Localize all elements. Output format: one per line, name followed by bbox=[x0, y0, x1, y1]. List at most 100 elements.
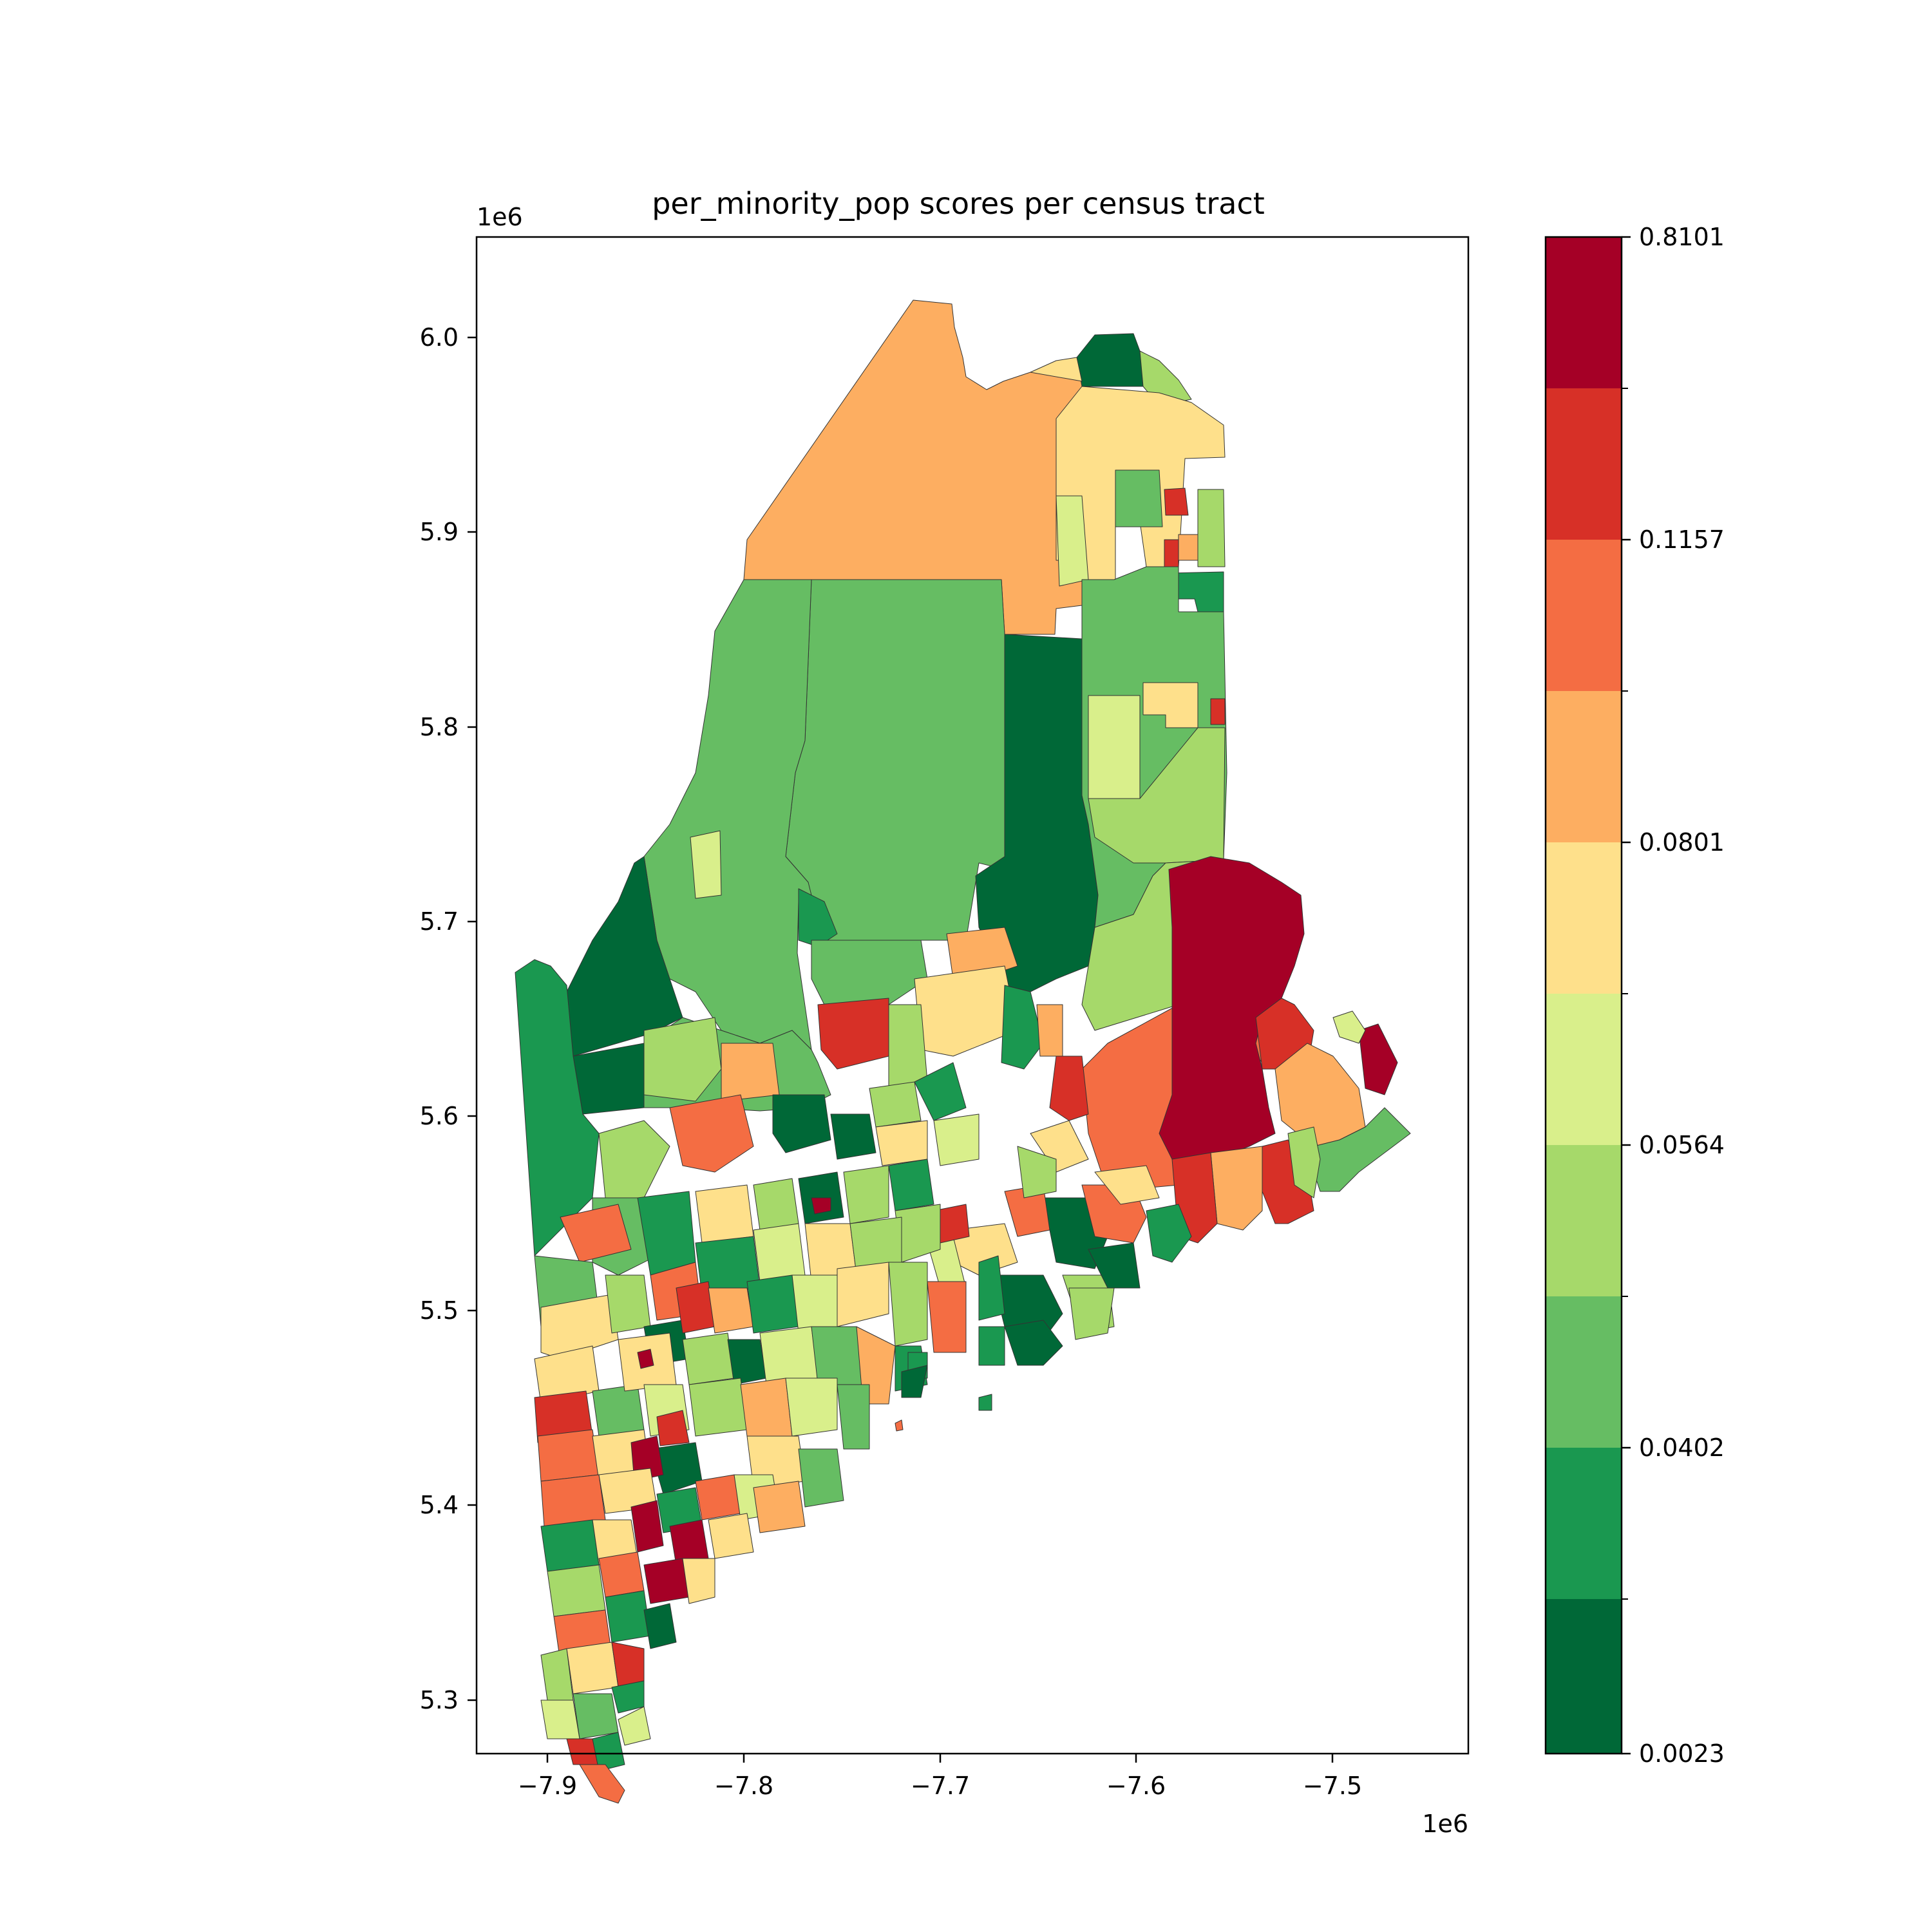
tract-west-edge bbox=[515, 959, 600, 1256]
y-tick-label: 5.5 bbox=[420, 1296, 459, 1325]
tract-coast-dark-c bbox=[1088, 1242, 1141, 1289]
tract-pt-dark-d bbox=[540, 1519, 600, 1572]
tract-mid-light-a bbox=[869, 1081, 922, 1128]
tract-mid-dark-a bbox=[772, 1094, 831, 1153]
x-tick-label: −7.9 bbox=[518, 1772, 577, 1800]
plot-frame bbox=[475, 236, 1470, 1755]
x-tick-label: −7.7 bbox=[911, 1772, 970, 1800]
tract-coast-green-a bbox=[1146, 1204, 1192, 1263]
tract-sw-light-e bbox=[688, 1378, 748, 1437]
tract-mid-dark-b bbox=[830, 1113, 876, 1160]
colorbar-frame bbox=[1544, 236, 1623, 1755]
tract-sw-light-c bbox=[888, 1262, 928, 1347]
tract-mid-light-b bbox=[598, 1120, 670, 1198]
tract-mid-light-c bbox=[753, 1178, 799, 1231]
tract-mid-green-e bbox=[888, 1159, 934, 1211]
tract-ne-red-small bbox=[1164, 488, 1189, 516]
x-offset-label: 1e6 bbox=[1422, 1810, 1468, 1838]
tract-pt-red-b bbox=[630, 1500, 664, 1553]
colorbar-label: 0.1157 bbox=[1639, 526, 1725, 554]
colorbar-segment bbox=[1546, 691, 1622, 843]
tract-pt-dark-h bbox=[592, 1732, 625, 1772]
tract-coast-green-d bbox=[978, 1255, 1005, 1321]
colorbar-segment bbox=[1546, 994, 1622, 1146]
tract-island-light-a bbox=[1068, 1287, 1115, 1340]
colorbar: 0.8101 0.1157 0.0801 0.0564 0.0402 0.002… bbox=[1544, 223, 1725, 1768]
tract-east-edge-red bbox=[1358, 1023, 1398, 1095]
colorbar-segment bbox=[1546, 1145, 1622, 1297]
x-tick-label: −7.8 bbox=[714, 1772, 773, 1800]
colorbar-segment bbox=[1546, 1599, 1622, 1754]
tract-north-central-big bbox=[785, 579, 1005, 941]
tract-sw-yellow-c bbox=[837, 1262, 889, 1327]
tract-mid-green-a bbox=[914, 1062, 967, 1121]
tract-sw-green-d bbox=[811, 1326, 864, 1385]
tract-central-dark-2 bbox=[1001, 985, 1044, 1070]
y-tick-label: 5.8 bbox=[420, 713, 459, 741]
tract-sw-red-d bbox=[656, 1410, 690, 1446]
tract-ne-orange-small bbox=[1178, 534, 1198, 561]
tract-island-orange bbox=[895, 1419, 904, 1432]
tract-coast-light-c bbox=[1017, 1146, 1057, 1198]
tract-island-green-c bbox=[978, 1394, 992, 1411]
tract-ne-yellow-block2 bbox=[1142, 682, 1198, 728]
tract-east-pale bbox=[1332, 1010, 1366, 1044]
tract-sw-light-a bbox=[605, 1274, 651, 1334]
tract-ne-green-block bbox=[1115, 469, 1163, 527]
tract-sw-green-b bbox=[746, 1274, 799, 1334]
tract-coast-yellow-a bbox=[1094, 1165, 1160, 1205]
tract-pt-yellow-e bbox=[682, 1558, 715, 1604]
tract-east-orange-coast bbox=[1210, 1146, 1263, 1231]
y-axis: 5.3 5.4 5.5 5.6 5.7 5.8 5.9 6.0 1e6 bbox=[420, 203, 523, 1714]
map bbox=[515, 299, 1411, 1804]
tract-mid-orange-a bbox=[669, 1094, 754, 1173]
colorbar-label: 0.0801 bbox=[1639, 828, 1725, 857]
tract-pt-pale-g bbox=[540, 1700, 580, 1739]
chart-title: per_minority_pop scores per census tract bbox=[652, 186, 1265, 221]
tract-mid-orange-b bbox=[560, 1204, 632, 1263]
tract-sw-pale-b bbox=[791, 1274, 838, 1334]
tract-pt-red-e bbox=[643, 1558, 690, 1604]
tract-west-dark-mid bbox=[573, 1043, 645, 1115]
tract-sw-pale-d bbox=[759, 1326, 819, 1385]
tract-sw-orange-a bbox=[708, 1287, 754, 1334]
tract-east-red-strip bbox=[1049, 1056, 1089, 1121]
colorbar-label: 0.0564 bbox=[1639, 1131, 1725, 1159]
tract-pt-yellow-c bbox=[708, 1513, 754, 1559]
tract-pt-light-d bbox=[547, 1564, 606, 1617]
tract-pt-green-e bbox=[605, 1590, 651, 1643]
tract-pt-orange-d bbox=[598, 1551, 645, 1598]
y-tick-label: 6.0 bbox=[420, 323, 459, 352]
tract-pt-yellow-f bbox=[566, 1642, 619, 1694]
tract-sw-orange-f bbox=[740, 1378, 793, 1437]
tract-washington-east bbox=[1159, 856, 1305, 1173]
tract-mid-yellow-b bbox=[695, 1184, 754, 1244]
colorbar-segment bbox=[1546, 540, 1622, 692]
tract-central-light-4 bbox=[888, 1004, 928, 1089]
tract-coast-east bbox=[1313, 1107, 1411, 1192]
tract-ne-pale-block2 bbox=[1088, 695, 1141, 799]
tract-ne-red-tiny bbox=[1210, 698, 1226, 725]
tract-mid-pale-f bbox=[753, 1223, 806, 1282]
tract-pt-orange-c bbox=[753, 1481, 806, 1533]
y-tick-label: 5.9 bbox=[420, 518, 459, 546]
y-tick-label: 5.6 bbox=[420, 1102, 459, 1130]
tract-island-green-a bbox=[978, 1326, 1005, 1366]
tract-mid-red-d bbox=[811, 1197, 831, 1215]
tract-sw-dark-d bbox=[727, 1339, 767, 1385]
tract-ne-yellow-sliver bbox=[1030, 357, 1083, 382]
tract-island-dark-a bbox=[1004, 1320, 1063, 1366]
colorbar-segment bbox=[1546, 237, 1622, 389]
tract-pt-light-g bbox=[573, 1693, 619, 1739]
tract-sw-orange-d bbox=[537, 1429, 600, 1482]
colorbar-segment bbox=[1546, 842, 1622, 994]
colorbar-label: 0.0023 bbox=[1639, 1739, 1725, 1768]
y-tick-label: 5.7 bbox=[420, 907, 459, 936]
tract-pt-pale-h bbox=[618, 1706, 651, 1746]
colorbar-segment bbox=[1546, 1448, 1622, 1600]
y-tick-label: 5.3 bbox=[420, 1686, 459, 1714]
tract-pt-orange-b bbox=[695, 1474, 741, 1520]
colorbar-segment bbox=[1546, 1296, 1622, 1448]
tract-pt-dark-f bbox=[643, 1603, 677, 1649]
